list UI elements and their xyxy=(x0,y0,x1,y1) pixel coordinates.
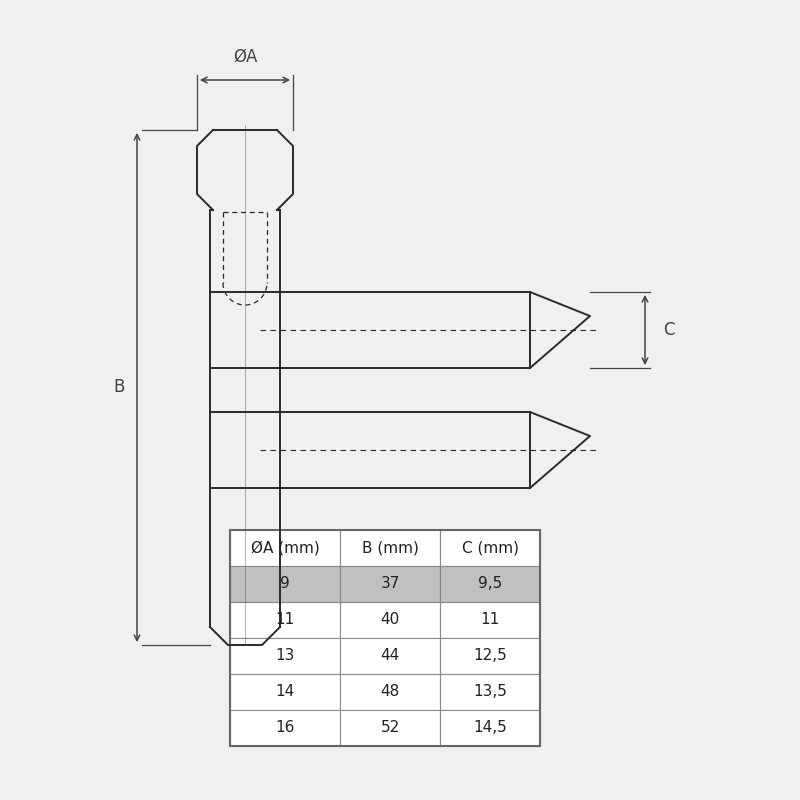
Bar xyxy=(230,638,340,674)
Text: 12,5: 12,5 xyxy=(473,649,507,663)
Text: 14,5: 14,5 xyxy=(473,721,507,735)
Text: 48: 48 xyxy=(380,685,400,699)
Bar xyxy=(440,674,540,710)
Bar xyxy=(440,602,540,638)
Bar xyxy=(230,710,340,746)
Bar xyxy=(440,638,540,674)
Bar xyxy=(340,566,440,602)
Text: ØA (mm): ØA (mm) xyxy=(250,541,319,555)
Bar xyxy=(440,530,540,566)
Bar xyxy=(340,674,440,710)
Text: C: C xyxy=(663,321,674,339)
Text: C (mm): C (mm) xyxy=(462,541,518,555)
Text: 9: 9 xyxy=(280,577,290,591)
Text: 9,5: 9,5 xyxy=(478,577,502,591)
Text: 13: 13 xyxy=(275,649,294,663)
Text: ØA: ØA xyxy=(233,48,257,66)
Bar xyxy=(230,602,340,638)
Bar xyxy=(230,530,540,746)
Text: B: B xyxy=(114,378,125,397)
Text: B (mm): B (mm) xyxy=(362,541,418,555)
Bar xyxy=(340,638,440,674)
Bar xyxy=(230,566,340,602)
Text: 11: 11 xyxy=(480,613,500,627)
Text: 11: 11 xyxy=(275,613,294,627)
Text: 16: 16 xyxy=(275,721,294,735)
Bar xyxy=(230,530,340,566)
Text: 40: 40 xyxy=(380,613,400,627)
Text: 13,5: 13,5 xyxy=(473,685,507,699)
Bar xyxy=(230,674,340,710)
Text: 52: 52 xyxy=(380,721,400,735)
Bar xyxy=(340,530,440,566)
Bar xyxy=(440,710,540,746)
Bar xyxy=(340,602,440,638)
Text: 14: 14 xyxy=(275,685,294,699)
Bar xyxy=(340,710,440,746)
Text: 37: 37 xyxy=(380,577,400,591)
Text: 44: 44 xyxy=(380,649,400,663)
Bar xyxy=(440,566,540,602)
